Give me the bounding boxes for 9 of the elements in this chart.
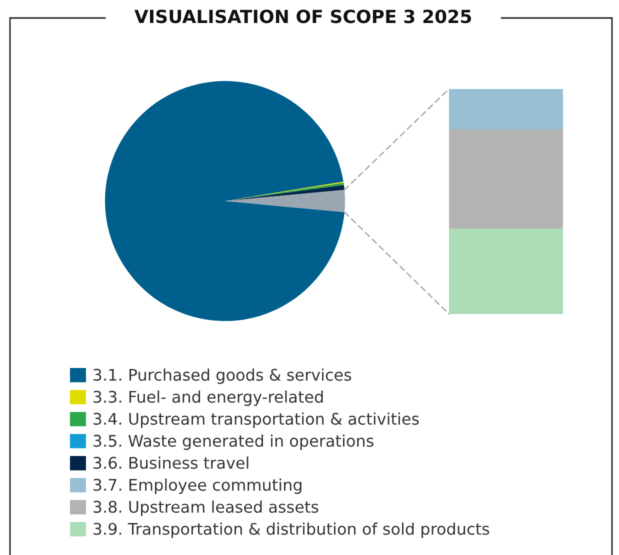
legend-label: 3.4. Upstream transportation & activities bbox=[94, 412, 419, 428]
legend-label: 3.9. Transportation & distribution of sold products bbox=[94, 522, 490, 538]
legend-label: 3.1. Purchased goods & services bbox=[94, 368, 352, 384]
legend-label: 3.8. Upstream leased assets bbox=[94, 500, 318, 516]
chart-title: VISUALISATION OF SCOPE 3 2025 bbox=[134, 10, 471, 24]
legend-label: 3.7. Employee commuting bbox=[94, 478, 302, 494]
legend-label: 3.5. Waste generated in operations bbox=[94, 434, 374, 450]
legend-label: 3.3. Fuel- and energy-related bbox=[94, 390, 323, 406]
legend-label: 3.6. Business travel bbox=[94, 456, 248, 469]
